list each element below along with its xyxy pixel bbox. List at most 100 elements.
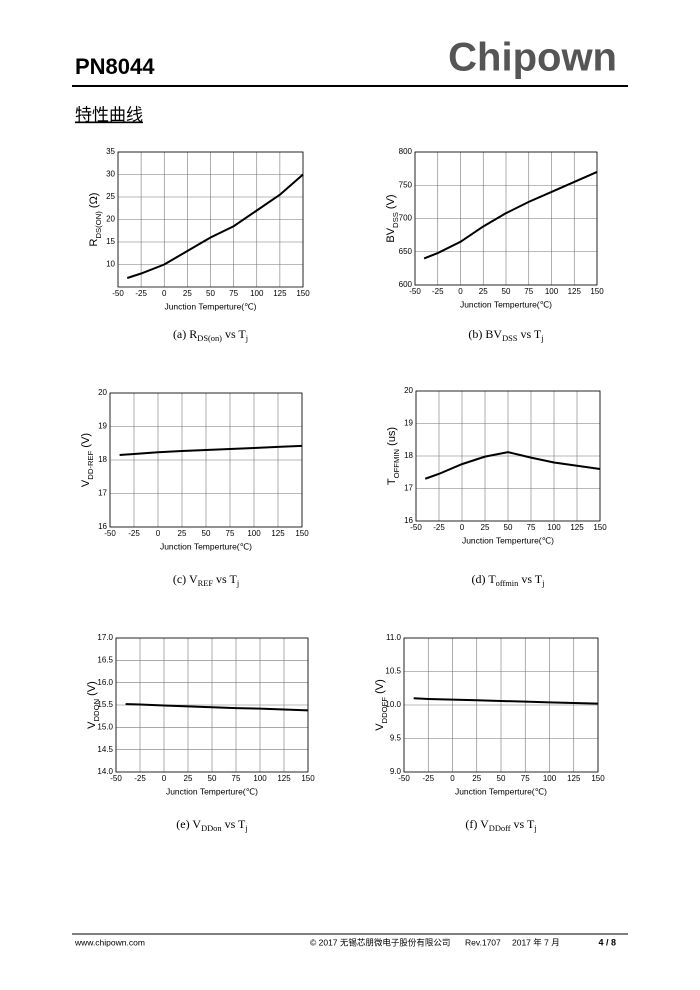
- x-tick-label: 0: [156, 529, 161, 538]
- text-part: (V): [86, 681, 98, 699]
- plot-frame: [109, 392, 303, 528]
- x-tick-label: 75: [232, 774, 241, 783]
- curve: [126, 173, 304, 279]
- text-part: vs T: [518, 572, 542, 586]
- x-axis-label: Junction Temperture(℃): [462, 535, 554, 545]
- text-part: T: [386, 478, 398, 485]
- curve: [424, 451, 601, 480]
- x-tick-label: 75: [226, 529, 235, 538]
- x-tick-label: 100: [250, 289, 264, 298]
- plot-frame: [115, 637, 309, 773]
- caption: (b) BVDSS vs Tj: [468, 327, 543, 344]
- y-axis-label: BVDSS (V): [385, 194, 400, 242]
- y-axis-label: TOFFMIN (us): [386, 427, 401, 485]
- text-part: DDON: [92, 699, 101, 722]
- text-part: V: [374, 723, 386, 731]
- x-tick-label: 150: [295, 529, 309, 538]
- text-part: vs T: [517, 327, 541, 341]
- x-tick-label: 150: [590, 287, 604, 296]
- text-part: V: [80, 479, 92, 487]
- x-tick-label: 150: [593, 523, 607, 532]
- x-tick-label: 25: [479, 287, 488, 296]
- footer-rev: Rev.1707: [465, 937, 501, 947]
- y-tick-label: 17.0: [97, 633, 113, 642]
- text-part: j: [540, 334, 543, 343]
- x-axis-label: Junction Temperture(℃): [455, 786, 547, 796]
- caption: (a) RDS(on) vs Tj: [173, 327, 248, 344]
- caption: (d) Toffmin vs Tj: [472, 572, 545, 589]
- caption: (e) VDDon vs Tj: [176, 817, 247, 834]
- y-tick-label: 10.5: [385, 667, 401, 676]
- x-tick-label: 125: [273, 289, 287, 298]
- y-tick-label: 14.5: [97, 745, 113, 754]
- x-tick-label: 75: [527, 523, 536, 532]
- x-tick-label: 125: [277, 774, 291, 783]
- text-part: j: [245, 334, 248, 343]
- x-tick-label: 75: [229, 289, 238, 298]
- y-tick-label: 750: [399, 180, 413, 189]
- text-part: (c) V: [173, 572, 198, 586]
- text-part: DDoff: [489, 824, 511, 833]
- x-tick-label: -25: [432, 287, 444, 296]
- x-tick-label: -50: [112, 289, 124, 298]
- y-tick-label: 15: [106, 237, 115, 246]
- footer-copyright: © 2017 无锡芯朋微电子股份有限公司: [310, 937, 450, 947]
- x-tick-label: -25: [134, 774, 146, 783]
- y-tick-label: 25: [106, 192, 115, 201]
- text-part: vs T: [222, 817, 246, 831]
- text-part: vs T: [213, 572, 237, 586]
- part-number: PN8044: [75, 54, 155, 79]
- text-part: offmin: [496, 579, 519, 588]
- x-tick-label: 25: [481, 523, 490, 532]
- x-tick-label: 50: [502, 287, 511, 296]
- y-axis-label: VDDOFF (V): [374, 679, 389, 731]
- brand: Chipown: [448, 36, 617, 80]
- x-tick-label: 100: [247, 529, 261, 538]
- y-tick-label: 11.0: [386, 633, 402, 642]
- y-tick-label: 650: [399, 247, 413, 256]
- text-part: DSS: [391, 212, 400, 228]
- x-tick-label: 50: [202, 529, 211, 538]
- x-tick-label: 25: [178, 529, 187, 538]
- x-tick-label: 0: [460, 523, 465, 532]
- y-tick-label: 10.0: [385, 700, 401, 709]
- text-part: DD-REF: [86, 450, 95, 479]
- x-tick-label: 100: [253, 774, 267, 783]
- x-tick-label: 0: [458, 287, 463, 296]
- text-part: REF: [198, 579, 214, 588]
- x-tick-label: 50: [504, 523, 513, 532]
- curve: [125, 703, 309, 712]
- y-tick-label: 14.0: [97, 767, 113, 776]
- y-tick-label: 18: [404, 451, 413, 460]
- text-part: j: [541, 579, 544, 588]
- x-tick-label: -50: [398, 774, 410, 783]
- text-part: R: [88, 238, 100, 246]
- x-tick-label: 25: [472, 774, 481, 783]
- x-tick-label: 125: [567, 774, 581, 783]
- x-tick-label: 75: [521, 774, 530, 783]
- text-part: V: [86, 721, 98, 729]
- text-part: (V): [80, 433, 92, 451]
- caption: (f) VDDoff vs Tj: [465, 817, 536, 834]
- curve: [423, 171, 598, 260]
- y-tick-label: 700: [399, 214, 413, 223]
- y-tick-label: 10: [106, 260, 115, 269]
- y-tick-label: 16: [98, 522, 107, 531]
- x-tick-label: 50: [206, 289, 215, 298]
- x-tick-label: 0: [162, 289, 167, 298]
- y-tick-label: 16.0: [97, 678, 113, 687]
- x-tick-label: -25: [422, 774, 434, 783]
- x-tick-label: 125: [570, 523, 584, 532]
- x-axis-label: Junction Temperture(℃): [166, 786, 258, 796]
- text-part: (us): [386, 427, 398, 449]
- text-part: DDon: [201, 824, 222, 833]
- plot-frame: [415, 390, 601, 522]
- y-tick-label: 800: [399, 147, 413, 156]
- text-part: (V): [385, 194, 397, 212]
- x-tick-label: 125: [568, 287, 582, 296]
- footer-page: 4 / 8: [598, 937, 616, 947]
- y-tick-label: 20: [106, 215, 115, 224]
- text-part: (e) V: [176, 817, 201, 831]
- text-part: vs T: [222, 327, 246, 341]
